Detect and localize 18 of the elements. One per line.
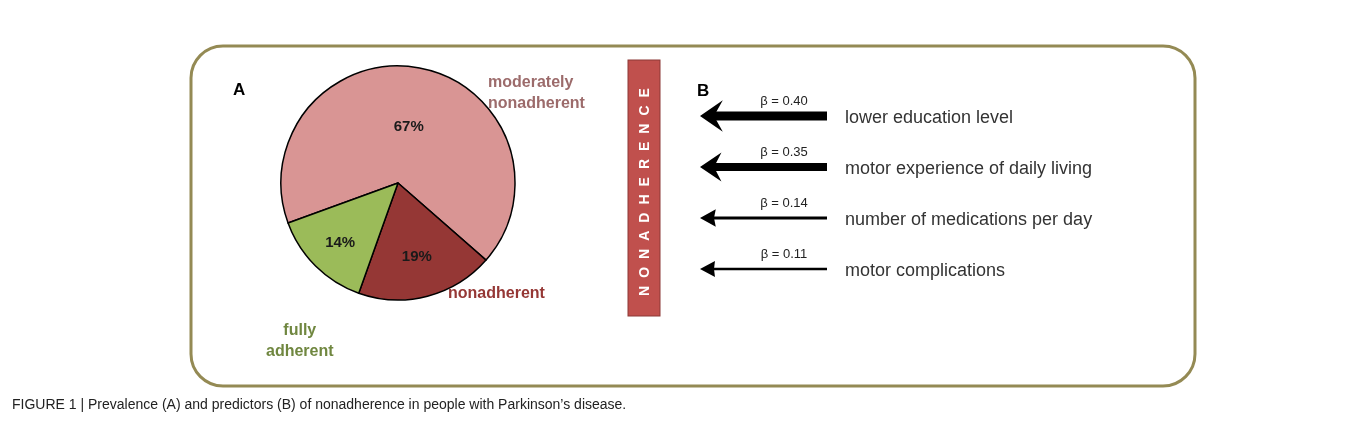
category-label: motor complications [845,260,1006,280]
slice-label: fully adherent [266,321,335,359]
text: B [697,81,710,100]
slice-label: moderately nonadherent [488,73,586,111]
data-label: β = 0.40 [760,93,808,108]
category-label: motor experience of daily living [845,158,1093,178]
data-label: β = 0.14 [760,195,808,210]
data-label: β = 0.11 [760,246,808,261]
data-label: 19% [401,246,432,264]
slice-label: nonadherent [448,284,546,301]
category-label: number of medications per day [845,209,1093,229]
category-label: lower education level [845,107,1014,127]
text: NONADHERENCE [636,80,652,296]
data-label: 67% [393,117,424,134]
data-label: β = 0.35 [760,144,808,159]
caption: FIGURE 1 | Prevalence (A) and predictors (B) of nonadherence in people with Parkinson’s disease. [12,396,627,412]
data-label: 14% [325,232,356,250]
text: A [233,80,246,99]
